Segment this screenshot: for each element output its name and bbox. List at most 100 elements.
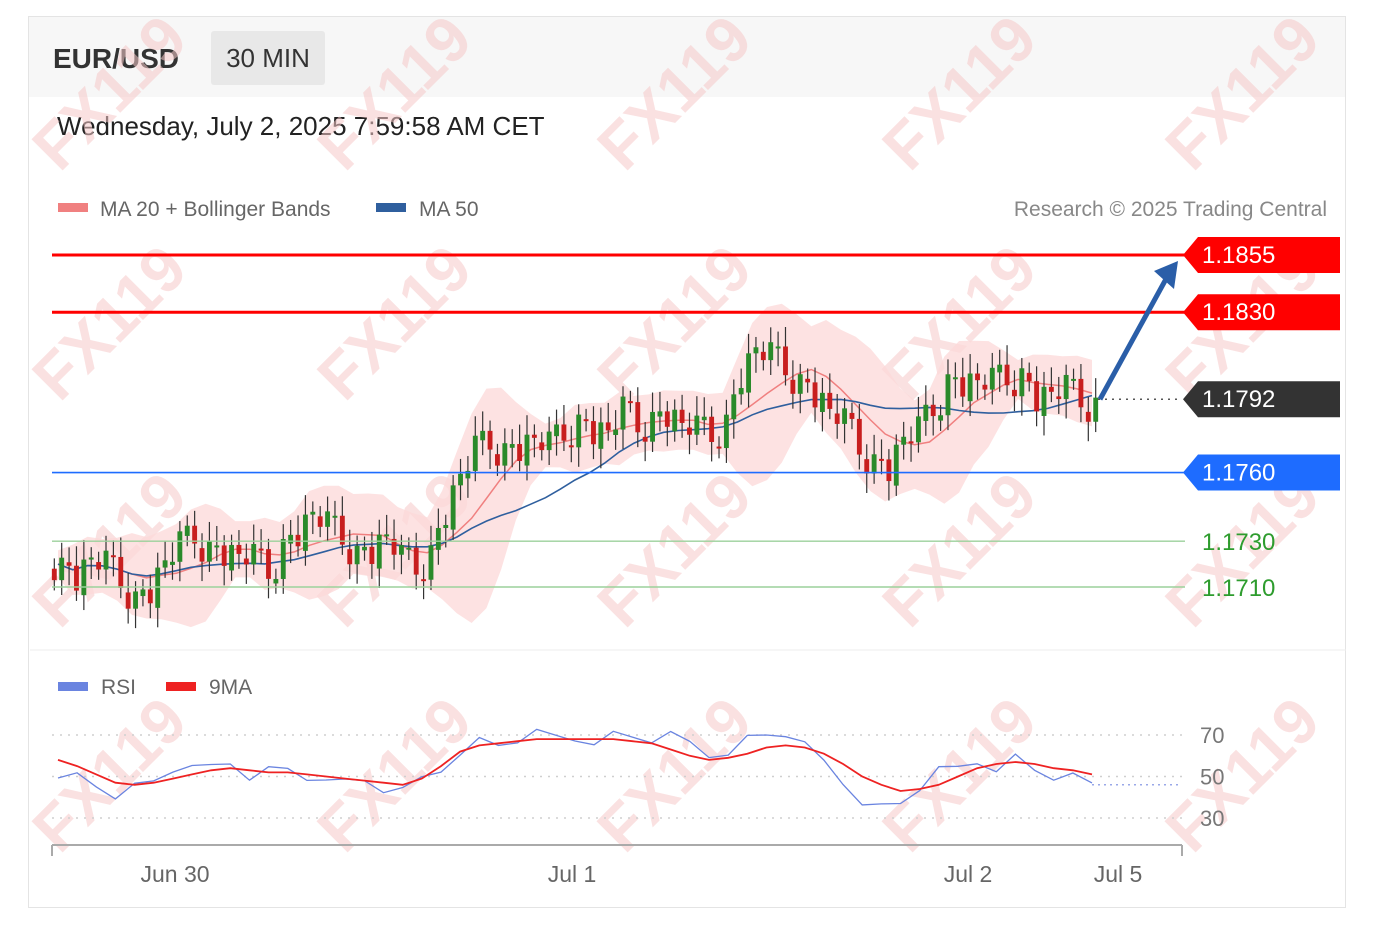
- candle-body: [221, 545, 227, 566]
- candle-body: [760, 351, 766, 361]
- candle-body: [1004, 364, 1010, 386]
- candle-body: [982, 384, 988, 390]
- candle-body: [273, 578, 279, 584]
- level-tag-resistance: [1183, 237, 1340, 273]
- watermark-text: FX119: [1152, 684, 1334, 866]
- candle-body: [59, 557, 65, 581]
- ma9-legend-swatch: [166, 682, 196, 691]
- candle-body: [1071, 378, 1076, 381]
- candle-body: [125, 592, 131, 609]
- candle-body: [406, 547, 412, 550]
- candle-body: [1019, 368, 1025, 397]
- level-label: 1.1760: [1202, 460, 1275, 487]
- watermark-text: FX119: [584, 684, 766, 866]
- candle-body: [554, 424, 559, 437]
- candle-body: [147, 589, 153, 604]
- forecast-arrow: [1097, 261, 1178, 401]
- main-legend: MA 20 + Bollinger Bands MA 50 Research ©…: [58, 198, 1327, 221]
- candle-body: [568, 445, 574, 448]
- candle-body: [495, 454, 500, 466]
- watermark-text: FX119: [869, 2, 1051, 184]
- forecast-arrow-head: [1154, 261, 1178, 289]
- candle-body: [627, 401, 633, 404]
- chart-date: Wednesday, July 2, 2025 7:59:58 AM CET: [57, 111, 545, 141]
- candle-body: [487, 430, 493, 450]
- candle-body: [376, 534, 382, 569]
- candle-body: [472, 435, 478, 471]
- candle-body: [302, 514, 308, 551]
- candle-body: [908, 441, 914, 444]
- candle-body: [1026, 372, 1032, 382]
- candle-body: [879, 458, 884, 461]
- candle-body: [1063, 374, 1069, 400]
- candle-body: [443, 525, 449, 528]
- rsi-tick-label: 50: [1200, 765, 1224, 790]
- candle-body: [162, 560, 168, 568]
- candle-body: [251, 543, 257, 565]
- candle-body: [133, 591, 138, 609]
- rsi-tick-label: 70: [1200, 723, 1224, 748]
- candle-body: [1048, 386, 1054, 392]
- candle-body: [103, 550, 109, 570]
- candle-body: [199, 548, 205, 562]
- rsi-legend-label: RSI: [101, 676, 136, 699]
- candle-body: [480, 430, 486, 441]
- candle-body: [819, 392, 825, 412]
- candle-body: [923, 404, 929, 421]
- bollinger-bands: [58, 303, 1092, 628]
- ma20-legend-label: MA 20 + Bollinger Bands: [100, 198, 331, 221]
- candle-body: [214, 545, 220, 548]
- currency-pair-title: EUR/USD: [53, 43, 180, 74]
- candle-body: [731, 394, 737, 420]
- candle-body: [206, 541, 212, 562]
- candle-body: [975, 373, 980, 381]
- level-label: 1.1730: [1202, 529, 1275, 556]
- candle-body: [687, 427, 692, 435]
- candle-body: [997, 364, 1003, 373]
- watermark-text: FX119: [19, 2, 201, 184]
- candle-body: [170, 561, 175, 565]
- candle-body: [915, 416, 921, 443]
- watermark-text: FX119: [869, 684, 1051, 866]
- candle-body: [790, 379, 796, 394]
- timeframe-badge[interactable]: 30 MIN: [211, 31, 325, 85]
- candle-body: [738, 387, 744, 395]
- candle-body: [531, 434, 537, 438]
- candle-body: [81, 559, 87, 596]
- candle-body: [938, 415, 944, 421]
- rsi-ma9-line: [57, 738, 1093, 792]
- rsi-legend: RSI 9MA: [58, 676, 252, 699]
- candle-body: [893, 444, 899, 486]
- candle-body: [362, 546, 367, 551]
- candle-body: [967, 373, 973, 402]
- candle-body: [450, 485, 456, 530]
- candle-body: [118, 556, 124, 588]
- candle-body: [635, 402, 641, 433]
- x-axis: Jun 30 Jul 1 Jul 2 Jul 5: [51, 844, 1183, 887]
- candle-body: [709, 416, 715, 442]
- candle-body: [332, 515, 338, 518]
- candle-body: [266, 549, 271, 579]
- candle-body: [317, 516, 323, 527]
- candle-body: [1034, 381, 1040, 412]
- candle-body: [325, 511, 331, 527]
- candle-body: [258, 548, 264, 551]
- watermark-text: FX119: [584, 2, 766, 184]
- candle-body: [428, 545, 434, 580]
- candle-body: [74, 565, 79, 591]
- watermark-text: FX119: [584, 459, 766, 641]
- candle-body: [339, 515, 345, 545]
- candle-body: [583, 419, 589, 422]
- candle-body: [1085, 411, 1091, 422]
- candle-body: [664, 411, 670, 427]
- candle-body: [650, 411, 655, 442]
- candle-body: [805, 378, 811, 383]
- level-tag-resistance: [1183, 294, 1340, 331]
- candle-body: [288, 534, 294, 544]
- candle-body: [546, 431, 552, 451]
- candle-body: [812, 382, 818, 408]
- candle-body: [369, 546, 375, 564]
- candle-body: [539, 442, 545, 451]
- level-label: 1.1855: [1202, 242, 1275, 269]
- candle-body: [421, 579, 427, 582]
